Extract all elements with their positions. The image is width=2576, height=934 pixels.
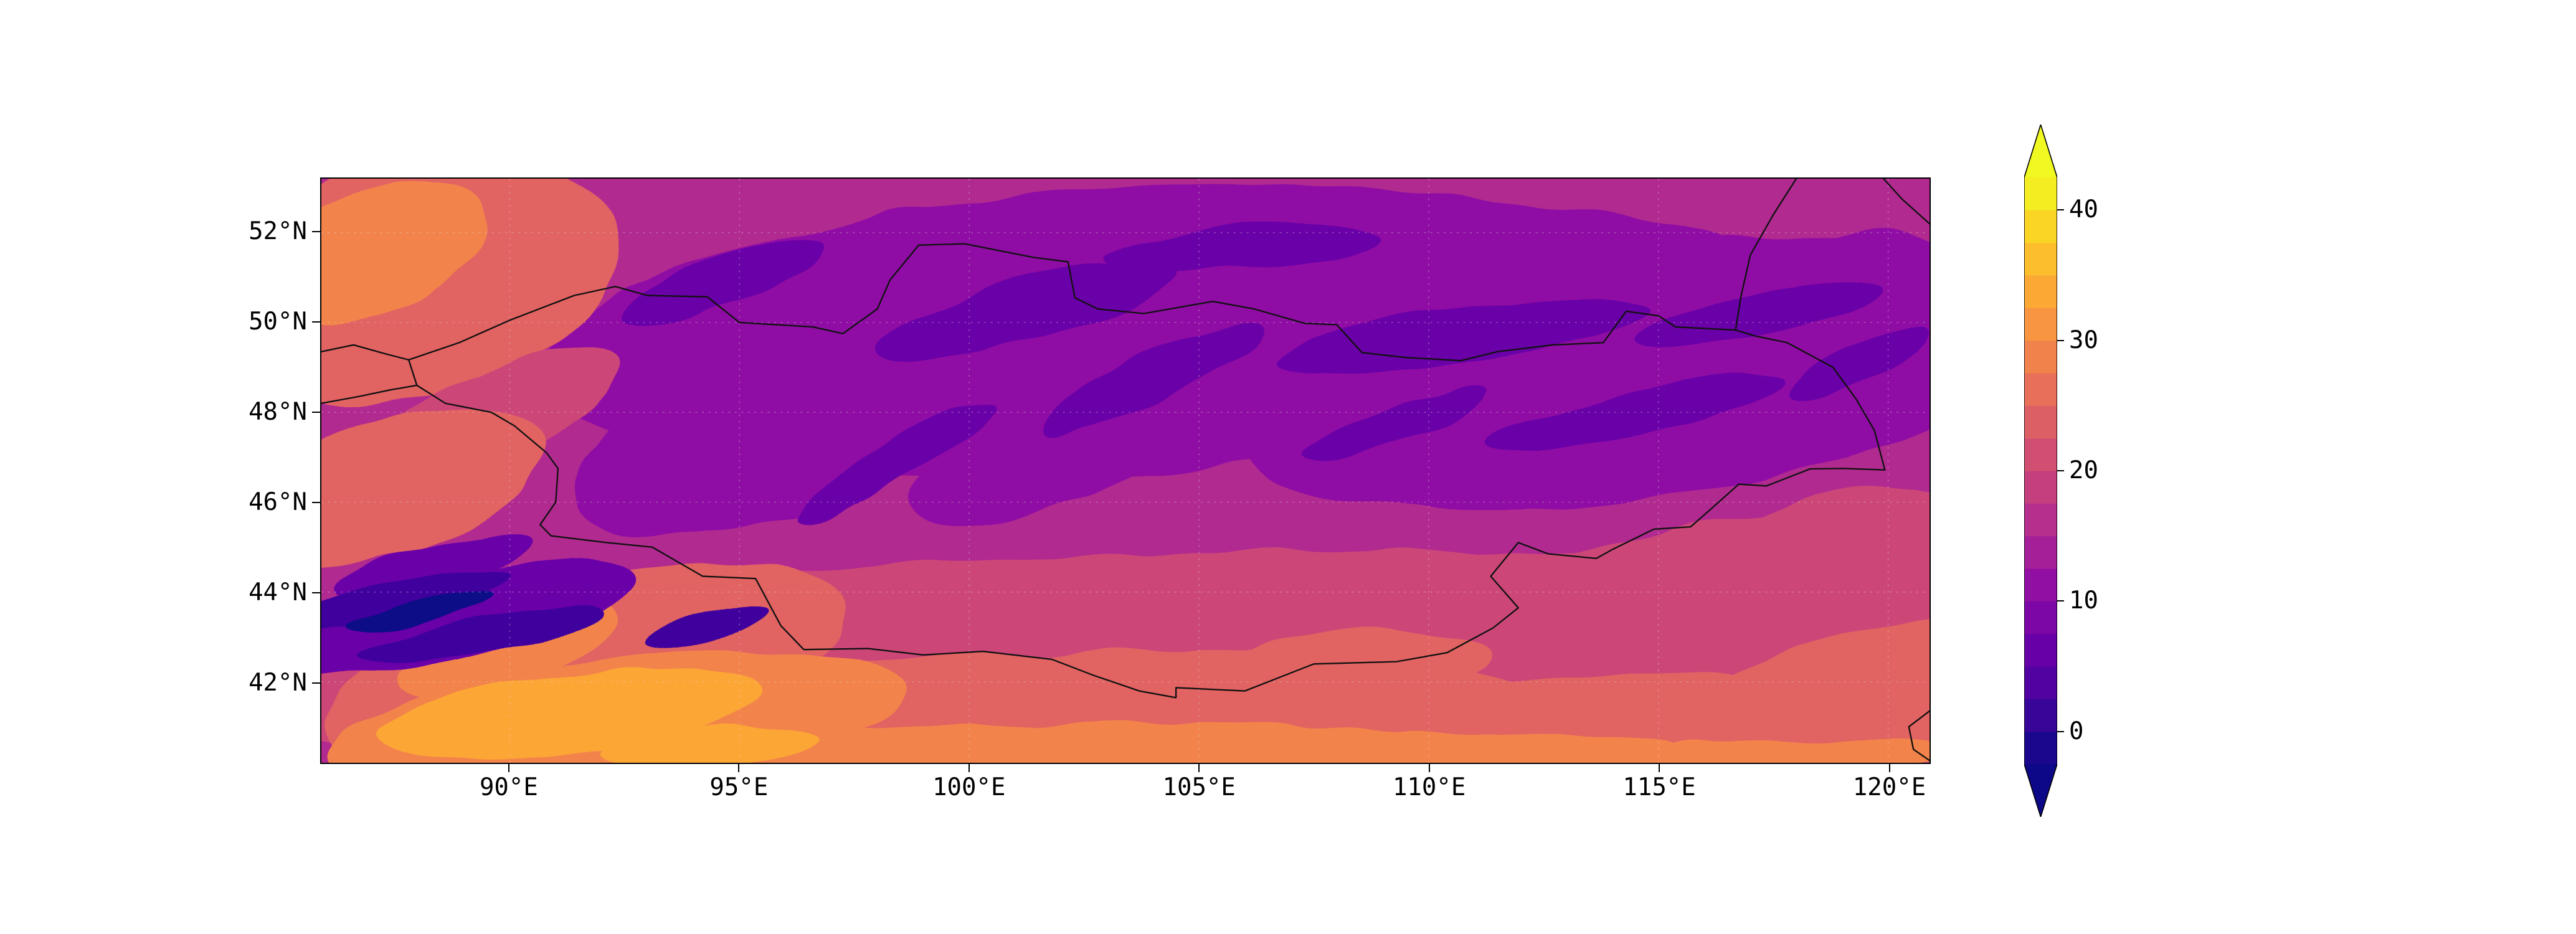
field-region-7-p5 xyxy=(876,259,1178,360)
colorbar-segment xyxy=(2024,438,2057,471)
border-border-corner-ne xyxy=(1883,179,1930,225)
colorbar-tick xyxy=(2057,600,2064,602)
colorbar-segment xyxy=(2024,242,2057,276)
colorbar-tick-label: 10 xyxy=(2069,587,2098,615)
colorbar-segment xyxy=(2024,568,2057,601)
y-axis-tick-label: 46°N xyxy=(249,488,307,516)
country-borders xyxy=(321,179,1930,762)
y-axis-tick-label: 50°N xyxy=(249,307,307,336)
colorbar-tick-label: 20 xyxy=(2069,456,2098,484)
gridlines xyxy=(321,179,1930,763)
field-region-16-p5 xyxy=(1791,326,1930,398)
field-region-41-p0 xyxy=(646,605,768,649)
y-axis-tick xyxy=(312,411,320,413)
field-region-15-p5 xyxy=(1302,389,1490,460)
colorbar-segment xyxy=(2024,210,2057,243)
field-region-18-p30 xyxy=(321,181,488,323)
field-region-37-p5 xyxy=(338,532,535,598)
field-region-9-p5 xyxy=(1275,298,1649,374)
y-axis-tick xyxy=(312,682,320,684)
temperature-field xyxy=(321,179,1930,763)
x-axis-tick-label: 95°E xyxy=(709,773,769,801)
x-axis-tick xyxy=(1659,764,1660,772)
colorbar-tick xyxy=(2057,339,2064,341)
colorbar-tick-label: 30 xyxy=(2069,326,2098,354)
y-axis-tick xyxy=(312,501,320,503)
border-border-northeast xyxy=(1735,179,1797,331)
field-region-23-p20 xyxy=(1727,486,1930,575)
colorbar-segment xyxy=(2024,177,2057,210)
colorbar-segment xyxy=(2024,731,2057,765)
y-axis-tick xyxy=(312,592,320,593)
field-region-38-p0 xyxy=(321,568,511,630)
colorbar-tick xyxy=(2057,209,2064,211)
border-border-west-b xyxy=(321,384,418,404)
field-region-12-p5 xyxy=(795,402,996,522)
x-axis-tick xyxy=(1428,764,1430,772)
y-axis-tick-label: 48°N xyxy=(249,397,307,426)
colorbar-segment xyxy=(2024,535,2057,569)
colorbar-tick xyxy=(2057,730,2064,732)
x-axis-tick xyxy=(1888,764,1890,772)
colorbar-under-arrow xyxy=(2024,764,2057,817)
colorbar-segment xyxy=(2024,405,2057,439)
y-axis-tick-label: 44°N xyxy=(249,578,307,606)
colorbar-segment xyxy=(2024,308,2057,341)
field-region-10-p5 xyxy=(1481,374,1787,451)
colorbar-segment xyxy=(2024,699,2057,732)
x-axis-tick-label: 120°E xyxy=(1852,773,1926,801)
colorbar-segment xyxy=(2024,503,2057,537)
y-axis-tick-label: 52°N xyxy=(249,217,307,245)
field-region-13-p5 xyxy=(621,238,826,326)
field-region-33-p30 xyxy=(1647,738,1930,763)
colorbar-over-arrow xyxy=(2024,125,2057,177)
x-axis-tick xyxy=(968,764,970,772)
x-axis-tick-label: 100°E xyxy=(932,773,1006,801)
field-region-35-p35 xyxy=(604,727,820,763)
y-axis-tick xyxy=(312,230,320,232)
field-region-40-n5 xyxy=(346,591,494,630)
colorbar-segment xyxy=(2024,275,2057,308)
x-axis-tick-label: 90°E xyxy=(479,773,538,801)
field-region-39-p0 xyxy=(358,608,604,663)
x-axis-tick-label: 110°E xyxy=(1392,773,1466,801)
temperature-contour-map xyxy=(321,179,1930,763)
colorbar-tick xyxy=(2057,470,2064,471)
x-axis-tick-label: 115°E xyxy=(1622,773,1696,801)
map-plot xyxy=(320,177,1931,764)
colorbar-segment xyxy=(2024,601,2057,634)
y-axis-tick xyxy=(312,321,320,323)
field-region-14-p5 xyxy=(1635,282,1880,347)
border-mongolia-outline xyxy=(407,243,1886,699)
colorbar xyxy=(2024,125,2057,817)
x-axis-tick xyxy=(738,764,740,772)
colorbar-segment xyxy=(2024,373,2057,406)
field-region-11-p5 xyxy=(1101,225,1380,270)
field-region-8-p5 xyxy=(1038,323,1262,436)
x-axis-tick xyxy=(1198,764,1200,772)
colorbar-segment xyxy=(2024,471,2057,504)
border-border-southeast xyxy=(1908,710,1930,762)
colorbar-segment xyxy=(2024,666,2057,699)
border-border-west-a xyxy=(321,344,410,361)
field-region-5-p10 xyxy=(912,383,1208,524)
field-region-20-p25 xyxy=(321,404,545,568)
x-axis-tick xyxy=(508,764,509,772)
x-axis-tick-label: 105°E xyxy=(1162,773,1236,801)
colorbar-tick-label: 0 xyxy=(2069,717,2084,745)
y-axis-tick-label: 42°N xyxy=(249,668,307,697)
field-region-36-p5 xyxy=(321,559,639,676)
colorbar-tick-label: 40 xyxy=(2069,196,2098,224)
colorbar-segment xyxy=(2024,340,2057,374)
field-region-32-p30 xyxy=(1253,732,1687,763)
map-clip-group xyxy=(321,179,1930,763)
field-region-28-p25 xyxy=(1189,628,1489,717)
colorbar-segment xyxy=(2024,633,2057,667)
